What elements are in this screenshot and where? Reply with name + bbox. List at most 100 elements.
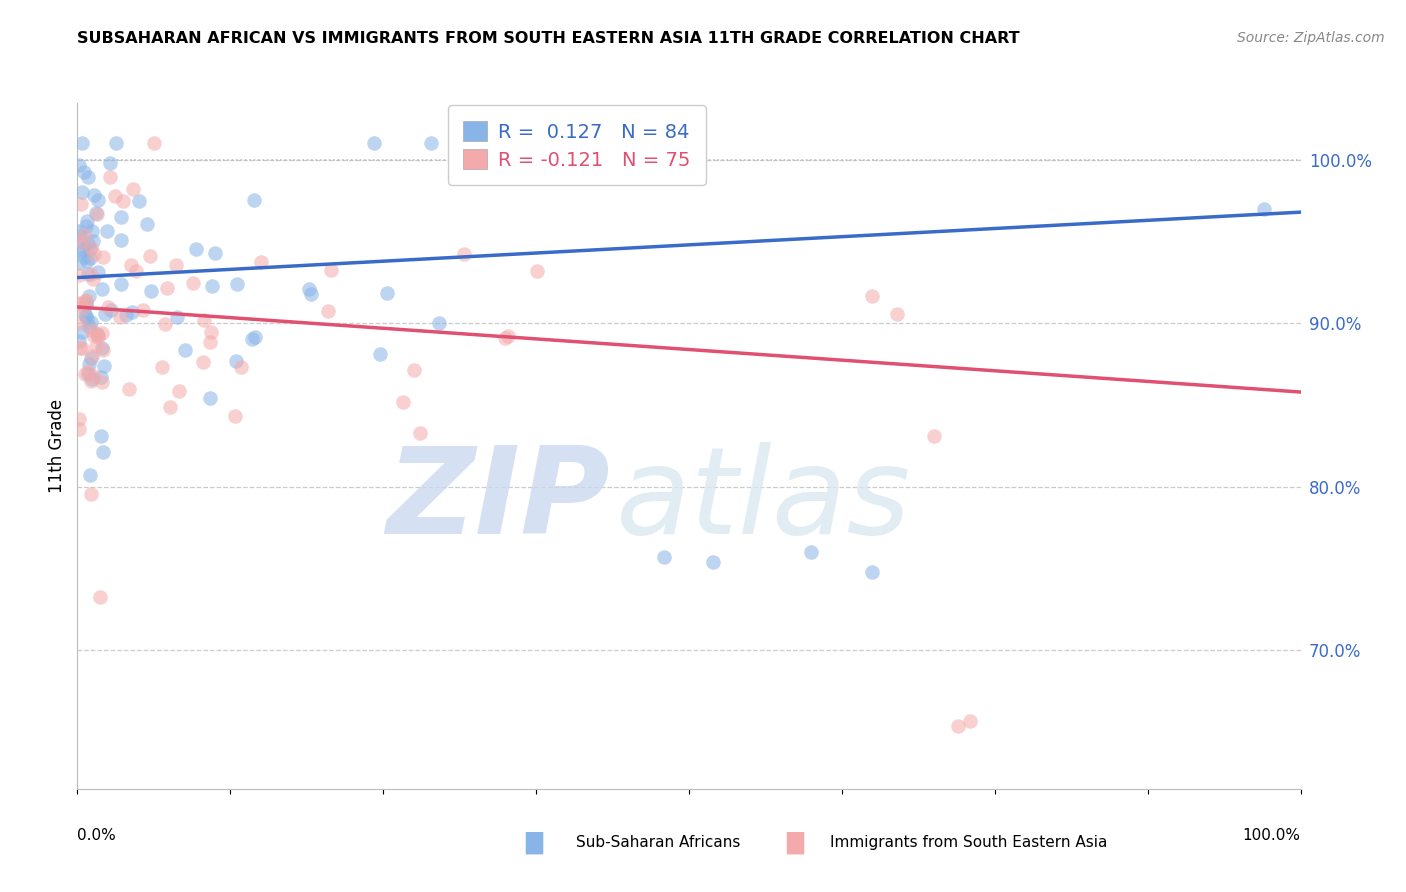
Point: [69, 341, 91, 355]
Point: [200, 325, 222, 339]
Point: [98, 156, 121, 170]
Text: 100.0%: 100.0%: [1243, 828, 1301, 843]
Point: [77, 368, 100, 382]
Point: [224, 409, 246, 423]
Point: [522, 162, 544, 177]
Point: [959, 714, 981, 728]
Point: [86, 207, 108, 221]
Point: [77, 236, 100, 251]
Point: [104, 189, 127, 203]
Point: [76, 311, 98, 326]
Point: [498, 329, 520, 343]
Point: [91, 250, 114, 264]
Point: [526, 263, 548, 277]
Point: [120, 258, 142, 272]
Point: [375, 286, 398, 301]
Text: 0.0%: 0.0%: [77, 828, 117, 843]
Point: [139, 249, 162, 263]
Text: atlas: atlas: [616, 442, 911, 559]
Point: [115, 308, 138, 322]
Point: [69, 297, 91, 311]
Point: [67, 334, 90, 348]
Point: [862, 565, 884, 579]
Point: [132, 303, 155, 318]
Point: [82, 323, 104, 337]
Point: [94, 307, 117, 321]
Point: [204, 245, 226, 260]
Point: [72, 341, 94, 355]
Point: [93, 359, 115, 373]
Point: [946, 719, 969, 733]
Point: [156, 281, 179, 295]
Point: [70, 325, 93, 339]
Point: [250, 255, 273, 269]
Point: [80, 351, 103, 366]
Text: Sub-Saharan Africans: Sub-Saharan Africans: [576, 836, 741, 850]
Point: [82, 272, 104, 286]
Point: [363, 136, 385, 151]
Text: Immigrants from South Eastern Asia: Immigrants from South Eastern Asia: [830, 836, 1107, 850]
Point: [70, 235, 93, 249]
Point: [84, 339, 107, 353]
Point: [83, 369, 105, 384]
Point: [299, 287, 322, 301]
Point: [84, 206, 107, 220]
Point: [100, 302, 122, 317]
Point: [77, 319, 100, 334]
Point: [76, 253, 98, 268]
Point: [922, 428, 945, 442]
Point: [80, 267, 103, 281]
Point: [79, 241, 101, 255]
Point: [321, 263, 343, 277]
Point: [77, 268, 100, 282]
Point: [886, 307, 908, 321]
Point: [75, 368, 97, 382]
Point: [75, 219, 97, 233]
Point: [72, 301, 94, 316]
Point: [181, 276, 204, 290]
Point: [90, 429, 112, 443]
Point: [67, 422, 90, 436]
Point: [87, 193, 110, 207]
Point: [229, 360, 252, 375]
Point: [121, 182, 143, 196]
Point: [67, 268, 90, 283]
Point: [76, 214, 98, 228]
Point: [391, 394, 413, 409]
Point: [111, 194, 134, 209]
Point: [69, 228, 91, 243]
Point: [404, 363, 426, 377]
Point: [654, 550, 676, 565]
Point: [298, 282, 321, 296]
Point: [73, 250, 96, 264]
Point: [91, 282, 114, 296]
Y-axis label: 11th Grade: 11th Grade: [48, 399, 66, 493]
Point: [75, 295, 97, 310]
Point: [96, 224, 118, 238]
Point: [80, 315, 103, 329]
Text: SUBSAHARAN AFRICAN VS IMMIGRANTS FROM SOUTH EASTERN ASIA 11TH GRADE CORRELATION : SUBSAHARAN AFRICAN VS IMMIGRANTS FROM SO…: [77, 31, 1019, 46]
Point: [136, 217, 159, 231]
Point: [91, 342, 114, 356]
Point: [76, 364, 98, 378]
Point: [70, 196, 93, 211]
Text: █: █: [786, 831, 803, 855]
Point: [91, 375, 114, 389]
Point: [121, 305, 143, 319]
Legend: R =  0.127   N = 84, R = -0.121   N = 75: R = 0.127 N = 84, R = -0.121 N = 75: [449, 105, 706, 186]
Point: [1253, 202, 1275, 216]
Point: [77, 357, 100, 371]
Point: [75, 309, 97, 323]
Point: [110, 277, 132, 291]
Point: [83, 246, 105, 260]
Point: [70, 235, 93, 249]
Point: [80, 372, 103, 386]
Point: [150, 359, 173, 374]
Point: [225, 277, 247, 291]
Point: [79, 468, 101, 483]
Point: [72, 164, 94, 178]
Point: [91, 343, 114, 357]
Point: [91, 445, 114, 459]
Point: [91, 326, 114, 340]
Point: [427, 316, 450, 330]
